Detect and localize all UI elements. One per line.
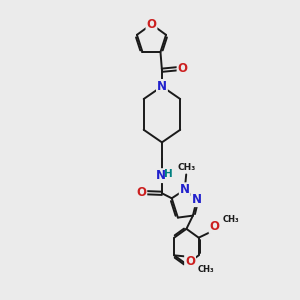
Text: N: N xyxy=(157,80,167,93)
Text: CH₃: CH₃ xyxy=(198,265,214,274)
Text: H: H xyxy=(164,169,173,179)
Text: O: O xyxy=(210,220,220,233)
Text: CH₃: CH₃ xyxy=(177,163,195,172)
Text: O: O xyxy=(136,186,146,199)
Text: N: N xyxy=(192,193,202,206)
Text: N: N xyxy=(155,169,166,182)
Text: CH₃: CH₃ xyxy=(223,214,239,224)
Text: O: O xyxy=(178,62,188,75)
Text: O: O xyxy=(185,255,195,268)
Text: N: N xyxy=(180,183,190,196)
Text: O: O xyxy=(146,18,157,31)
